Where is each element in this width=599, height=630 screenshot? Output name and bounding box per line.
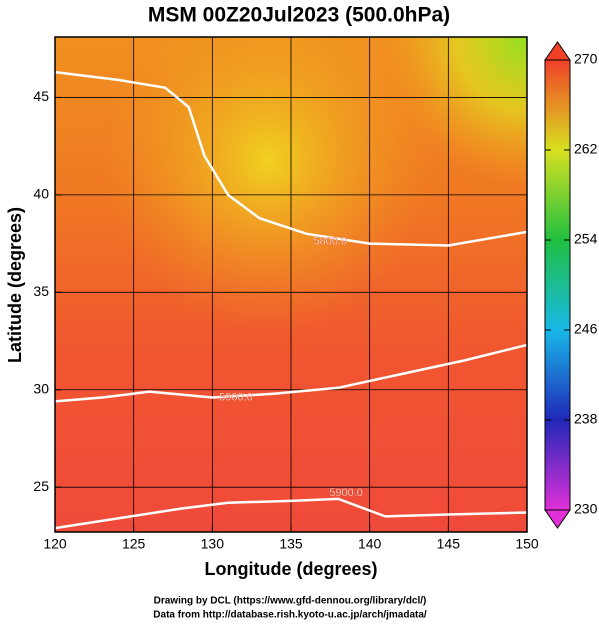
contour-label: 5800.0: [314, 236, 348, 248]
contour-label: 5900.0: [329, 487, 363, 499]
y-axis-label: Latitude (degrees): [5, 207, 25, 363]
colorbar-tick-label: 238: [574, 411, 598, 427]
x-tick-label: 135: [279, 536, 303, 552]
x-axis-label: Longitude (degrees): [204, 559, 377, 579]
x-tick-label: 120: [43, 536, 67, 552]
x-tick-label: 140: [358, 536, 382, 552]
colorbar-tick-label: 270: [574, 51, 598, 67]
credit: Data from http://database.rish.kyoto-u.a…: [153, 610, 427, 621]
colorbar-extend-max: [544, 41, 571, 61]
y-tick-label: 40: [33, 186, 49, 202]
colorbar-tick-label: 254: [574, 231, 598, 247]
colorbar: [544, 59, 571, 511]
credit: Drawing by DCL (https://www.gfd-dennou.o…: [154, 596, 427, 607]
contour-line: [55, 70, 527, 247]
x-tick-label: 150: [515, 536, 539, 552]
contour-label: 5900.0: [219, 391, 253, 403]
colorbar-tick-label: 246: [574, 321, 598, 337]
contour-line: [55, 497, 527, 530]
chart-title: MSM 00Z20Jul2023 (500.0hPa): [148, 4, 450, 27]
x-tick-label: 130: [201, 536, 225, 552]
y-tick-label: 30: [33, 380, 49, 396]
y-tick-label: 45: [33, 88, 49, 104]
x-tick-label: 125: [122, 536, 146, 552]
y-tick-label: 35: [33, 283, 49, 299]
colorbar-extend-min: [544, 509, 571, 529]
plot: 5800.0 5900.0 5900.0: [55, 37, 527, 532]
colorbar-tick-label: 262: [574, 141, 598, 157]
y-tick-label: 25: [33, 478, 49, 494]
x-tick-label: 145: [437, 536, 461, 552]
colorbar-tick-label: 230: [574, 501, 598, 517]
contour-line: [55, 343, 527, 403]
